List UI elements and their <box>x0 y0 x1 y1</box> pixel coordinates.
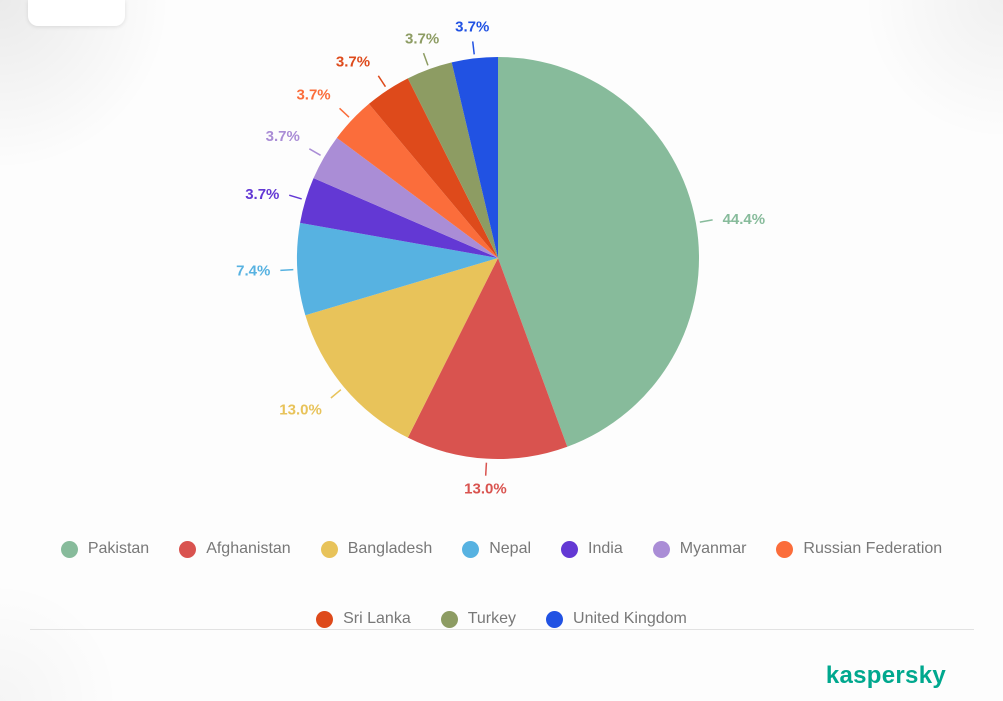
pct-label-india: 3.7% <box>245 186 279 203</box>
kaspersky-logo: kaspersky <box>825 662 946 689</box>
legend-label: Pakistan <box>87 540 150 557</box>
label-leader-line <box>471 41 475 55</box>
pct-label-sri-lanka: 3.7% <box>336 53 370 70</box>
pct-label-bangladesh: 13.0% <box>279 402 322 419</box>
legend-item-russian-federation[interactable]: Russian Federation <box>776 540 942 558</box>
label-leader-line <box>377 75 387 88</box>
pct-label-pakistan: 44.4% <box>723 211 766 228</box>
legend-item-bangladesh[interactable]: Bangladesh <box>320 540 433 558</box>
legend-swatch-icon <box>60 540 78 558</box>
legend-label: Bangladesh <box>347 540 433 557</box>
label-leader-line <box>339 107 350 118</box>
legend-item-india[interactable]: India <box>561 540 623 558</box>
legend-label: India <box>588 540 623 557</box>
legend-label: Sri Lanka <box>343 610 411 627</box>
legend-swatch-icon <box>561 540 579 558</box>
pie-slice-pakistan[interactable] <box>498 57 700 447</box>
pct-label-afghanistan: 13.0% <box>464 481 507 498</box>
pct-label-turkey: 3.7% <box>405 30 439 47</box>
pct-label-united-kingdom: 3.7% <box>455 19 489 36</box>
label-leader-line <box>484 462 488 476</box>
pie-slice-turkey[interactable] <box>407 62 498 258</box>
legend-label: Russian Federation <box>803 540 943 557</box>
pie-slice-india[interactable] <box>300 178 498 258</box>
legend-item-united-kingdom[interactable]: United Kingdom <box>546 610 687 628</box>
legend-item-sri-lanka[interactable]: Sri Lanka <box>316 610 411 628</box>
legend-label: United Kingdom <box>573 610 687 627</box>
label-leader-line <box>699 219 713 223</box>
label-leader-line <box>280 268 294 272</box>
pct-label-nepal: 7.4% <box>236 263 270 280</box>
pie-chart: 44.4% 13.0% 13.0% 7.4% 3.7% 3.7% 3.7% 3.7% 3.7% 3… <box>236 19 766 498</box>
legend-label: Afghanistan <box>206 540 291 557</box>
pie-slice-sri-lanka[interactable] <box>368 78 498 258</box>
legend-label: Turkey <box>467 610 517 627</box>
pie-slice-bangladesh[interactable] <box>305 258 498 438</box>
legend-swatch-icon <box>546 610 564 628</box>
pie-slice-myanmar[interactable] <box>313 137 498 258</box>
legend-item-pakistan[interactable]: Pakistan <box>60 540 150 558</box>
legend-swatch-icon <box>652 540 670 558</box>
pie-slice-nepal[interactable] <box>296 222 498 316</box>
legend-swatch-icon <box>776 540 794 558</box>
legend-item-turkey[interactable]: Turkey <box>440 610 517 628</box>
legend-swatch-icon <box>316 610 334 628</box>
label-leader-line <box>330 389 342 399</box>
pct-label-myanmar: 3.7% <box>266 128 300 145</box>
label-leader-line <box>422 52 429 66</box>
label-leader-line <box>308 148 321 156</box>
legend-item-afghanistan[interactable]: Afghanistan <box>179 540 291 558</box>
legend-item-myanmar[interactable]: Myanmar <box>652 540 747 558</box>
legend-label: Myanmar <box>679 540 747 557</box>
top-left-panel <box>28 0 125 26</box>
chart-legend: Pakistan Afghanistan Bangladesh Nepal India M… <box>20 540 983 628</box>
legend-item-nepal[interactable]: Nepal <box>462 540 531 558</box>
legend-swatch-icon <box>440 610 458 628</box>
legend-swatch-icon <box>179 540 197 558</box>
label-leader-line <box>289 194 302 200</box>
pie-slice-afghanistan[interactable] <box>407 258 568 460</box>
legend-label: Nepal <box>489 540 532 557</box>
legend-swatch-icon <box>320 540 338 558</box>
divider-line <box>30 629 974 630</box>
legend-swatch-icon <box>462 540 480 558</box>
pie-slice-united-kingdom[interactable] <box>451 57 498 258</box>
pct-label-russian-federation: 3.7% <box>296 87 330 104</box>
pie-slice-russian-federation[interactable] <box>336 103 498 259</box>
